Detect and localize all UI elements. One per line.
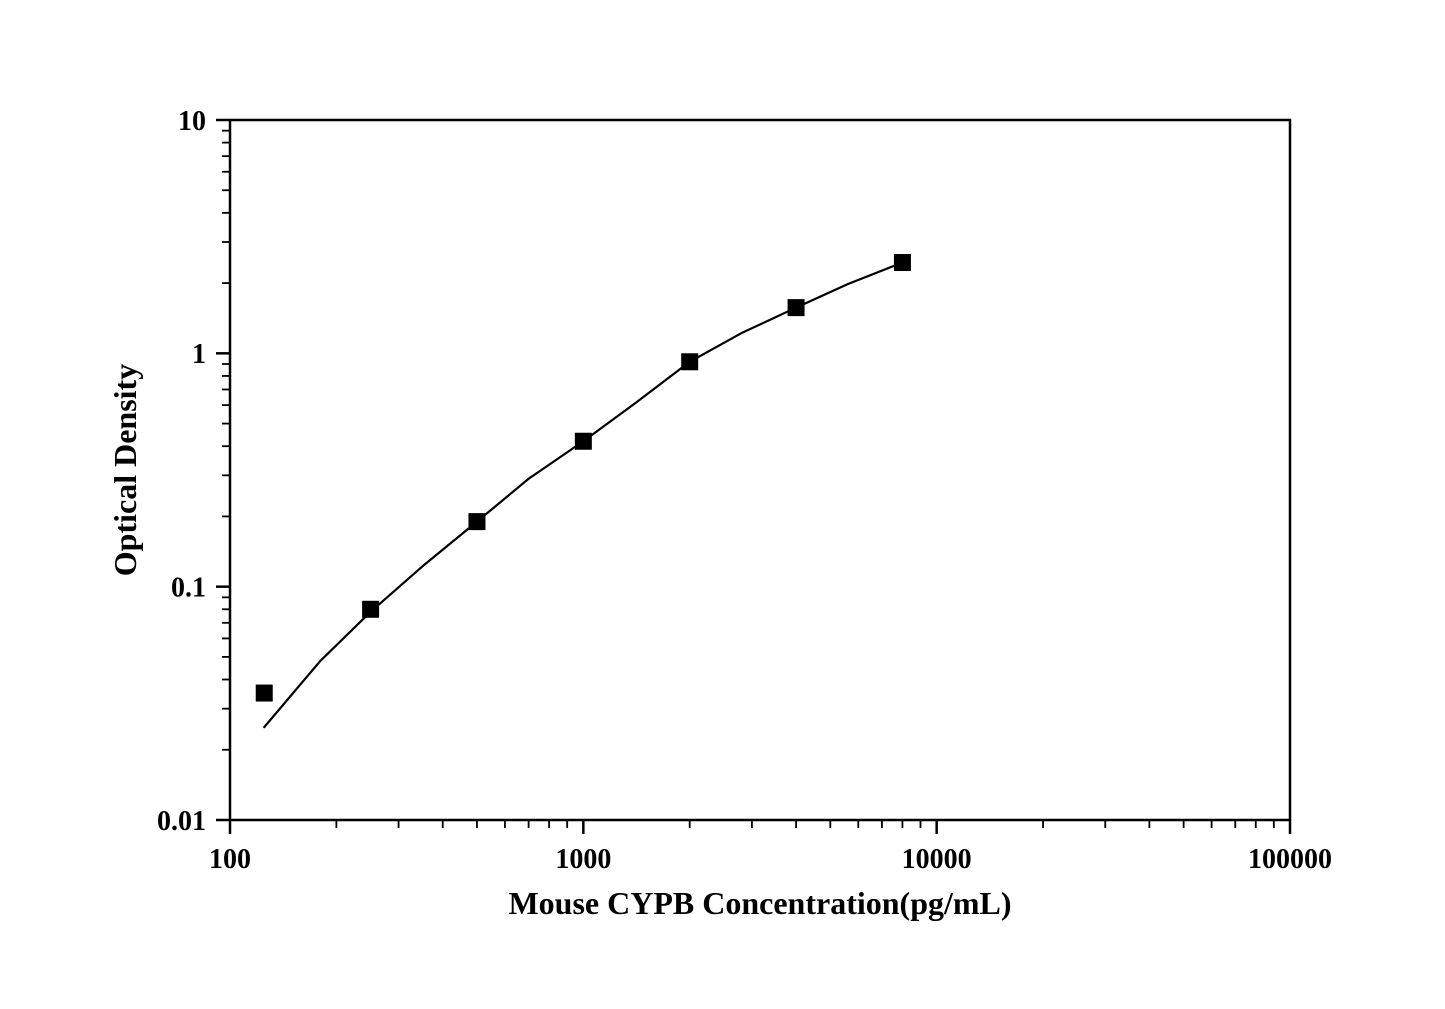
x-axis-label: Mouse CYPB Concentration(pg/mL): [508, 885, 1011, 921]
x-tick-label: 100000: [1248, 844, 1332, 875]
log-log-chart: 100 1000 10000 100000 0.01 0.1 1 10 Mouse CYPB C…: [0, 0, 1445, 1009]
y-tick-label: 1: [192, 339, 206, 370]
x-tick-label: 10000: [902, 844, 972, 875]
x-tick-label: 1000: [555, 844, 611, 875]
chart-page: 100 1000 10000 100000 0.01 0.1 1 10 Mouse CYPB C…: [0, 0, 1445, 1009]
data-point: [894, 255, 910, 271]
data-point: [256, 685, 272, 701]
data-point: [682, 354, 698, 370]
data-point: [575, 433, 591, 449]
x-tick-label: 100: [209, 844, 251, 875]
data-point: [469, 514, 485, 530]
y-tick-label: 0.01: [157, 806, 206, 837]
y-tick-label: 10: [178, 106, 206, 137]
y-axis-label: Optical Density: [107, 364, 143, 576]
data-point: [788, 300, 804, 316]
y-tick-label: 0.1: [171, 572, 206, 603]
data-point: [363, 601, 379, 617]
